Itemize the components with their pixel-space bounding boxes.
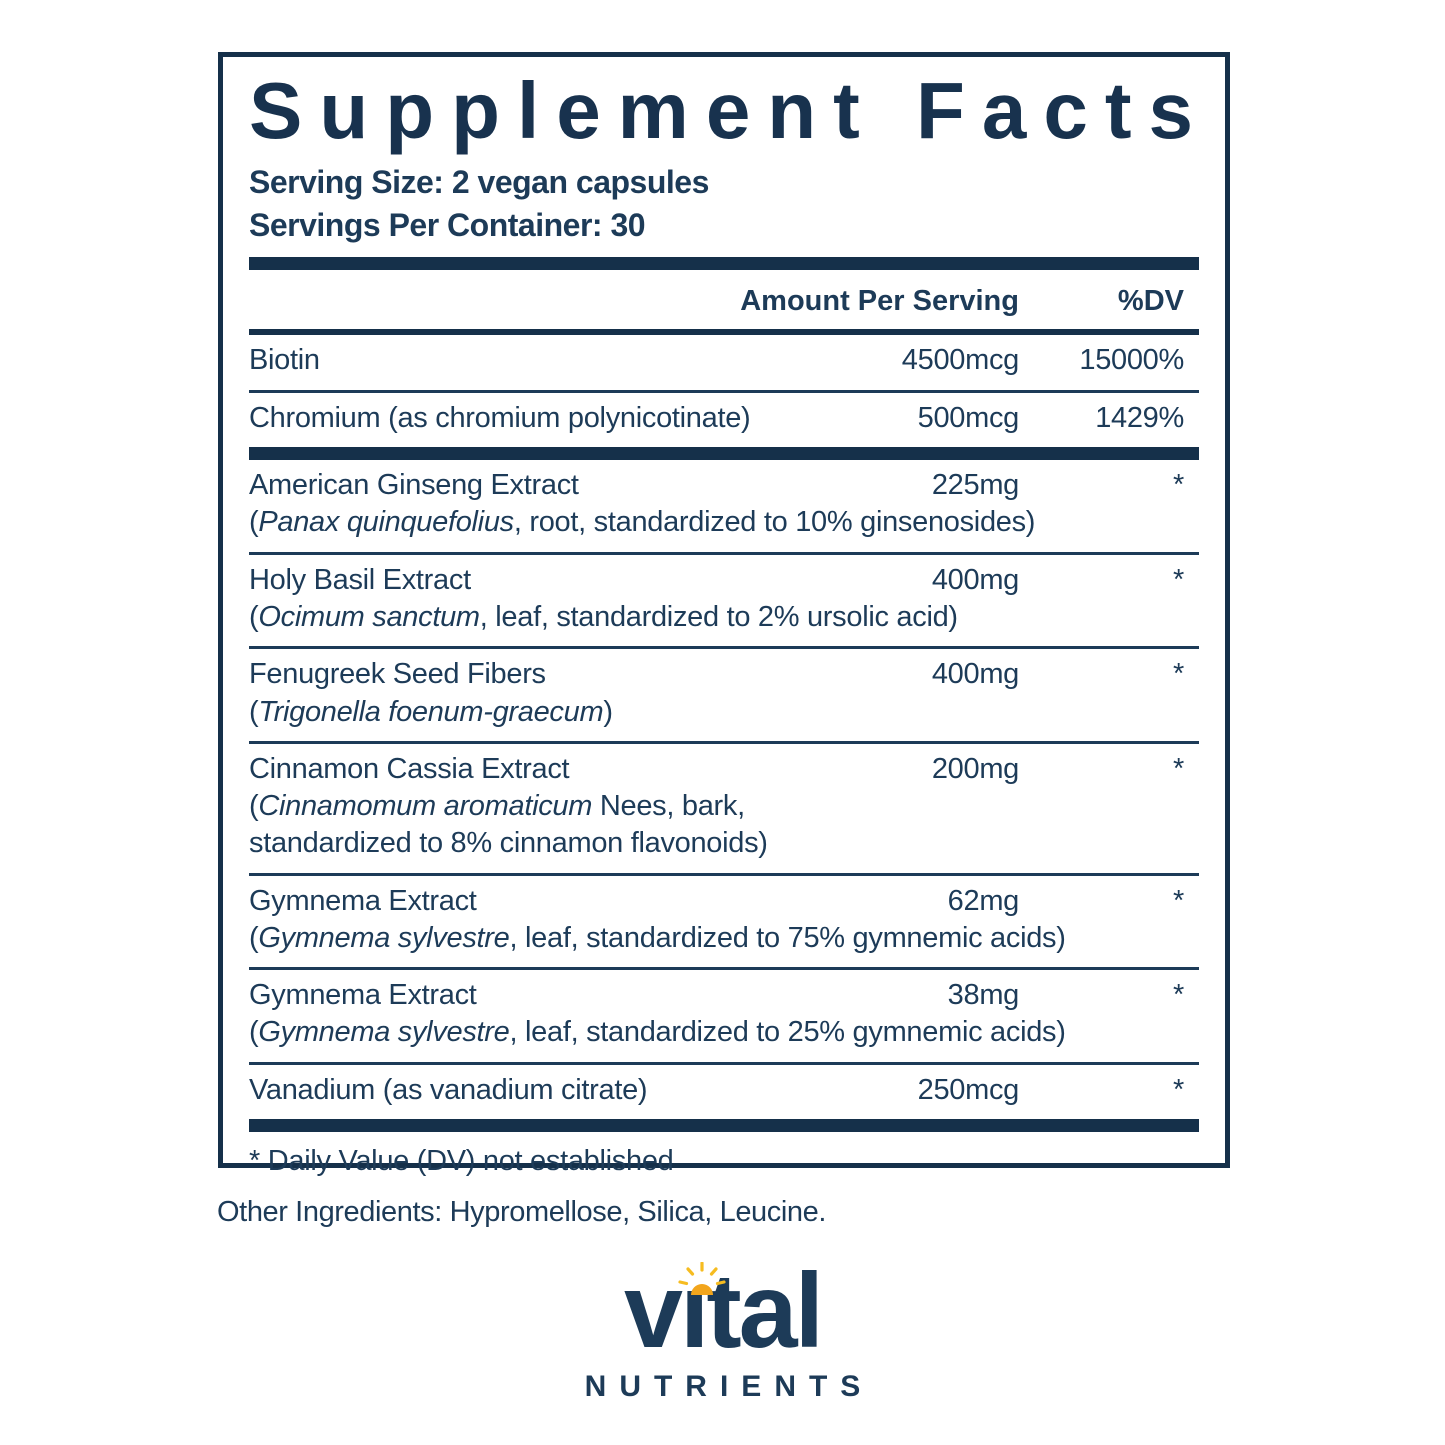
detail-text: Nees, bark,: [592, 790, 745, 823]
ingredient-amount: 400mg: [931, 658, 1019, 691]
table-row: Holy Basil Extract 400mg * (Ocimum sanct…: [249, 555, 1199, 647]
ingredient-dv: *: [1173, 658, 1184, 691]
sun-icon: [678, 1262, 726, 1295]
ingredient-detail: (Cinnamomum aromaticum Nees, bark,: [249, 789, 1199, 823]
dv-footnote: * Daily Value (DV) not established: [249, 1145, 674, 1177]
detail-text: (: [249, 921, 259, 954]
row-divider: [249, 967, 1199, 971]
ingredient-dv: *: [1173, 979, 1184, 1012]
section-divider: [249, 447, 1199, 461]
detail-text: (: [249, 506, 259, 539]
ingredient-amount: 225mg: [931, 469, 1019, 502]
detail-text: (: [249, 790, 259, 823]
row-divider: [249, 389, 1199, 393]
detail-text: (: [249, 695, 259, 728]
supplement-facts-panel: Supplement Facts Serving Size: 2 vegan c…: [218, 52, 1230, 1177]
serving-size: Serving Size: 2 vegan capsules: [249, 164, 709, 200]
ingredient-dv: *: [1173, 563, 1184, 596]
ingredient-dv: *: [1173, 884, 1184, 917]
ingredient-detail: (Panax quinquefolius, root, standardized…: [249, 505, 1199, 539]
ingredient-dv: *: [1173, 752, 1184, 785]
detail-text: , root, standardized to 10% ginsenosides…: [513, 506, 1036, 539]
vital-wordmark: vıtal: [624, 1258, 824, 1364]
ingredient-amount: 4500mcg: [901, 344, 1020, 377]
table-row: Chromium (as chromium polynicotinate) 50…: [249, 393, 1199, 447]
ingredient-name: American Ginseng Extract: [249, 469, 579, 502]
ingredient-name: Gymnema Extract: [249, 979, 477, 1012]
latin-name: Panax quinquefolius: [258, 506, 514, 539]
amount-per-serving-header: Amount Per Serving: [740, 285, 1019, 318]
table-row: Gymnema Extract 62mg * (Gymnema sylvestr…: [249, 876, 1199, 968]
row-divider: [249, 1061, 1199, 1065]
table-row: American Ginseng Extract 225mg * (Panax …: [249, 460, 1199, 552]
ingredient-dv: *: [1173, 1073, 1184, 1106]
ingredient-name: Gymnema Extract: [249, 884, 477, 917]
latin-name: Gymnema sylvestre: [258, 1016, 510, 1049]
latin-name: Ocimum sanctum: [258, 600, 480, 633]
ingredient-name: Chromium (as chromium polynicotinate): [249, 401, 751, 434]
ingredient-detail: (Gymnema sylvestre, leaf, standardized t…: [249, 921, 1199, 955]
latin-name: Gymnema sylvestre: [258, 921, 510, 954]
ingredient-dv: 1429%: [1095, 401, 1184, 434]
latin-name: Cinnamomum aromaticum: [258, 790, 593, 823]
detail-text: ): [603, 695, 613, 728]
detail-text: , leaf, standardized to 25% gymnemic aci…: [509, 1016, 1066, 1049]
ingredient-amount: 38mg: [947, 979, 1020, 1012]
row-divider: [249, 551, 1199, 555]
nutrients-text: NUTRIENTS: [584, 1370, 874, 1403]
ingredient-amount: 200mg: [931, 752, 1019, 785]
ingredient-detail: (Gymnema sylvestre, leaf, standardized t…: [249, 1015, 1199, 1049]
row-divider: [249, 872, 1199, 876]
ingredient-name: Fenugreek Seed Fibers: [249, 658, 546, 691]
detail-text: standardized to 8% cinnamon flavonoids): [249, 827, 768, 860]
ingredient-dv: *: [1173, 469, 1184, 502]
ingredient-detail: (Trigonella foenum-graecum): [249, 695, 1199, 729]
ingredient-detail: (Ocimum sanctum, leaf, standardized to 2…: [249, 600, 1199, 634]
ingredient-name: Cinnamon Cassia Extract: [249, 752, 570, 785]
panel-title: Supplement Facts: [249, 66, 1211, 155]
servings-per-container: Servings Per Container: 30: [249, 207, 646, 244]
header-divider: [249, 329, 1199, 336]
ingredient-amount: 400mg: [931, 563, 1019, 596]
wordmark-text: vıtal: [623, 1252, 824, 1370]
detail-text: (: [249, 1016, 259, 1049]
detail-text: , leaf, standardized to 75% gymnemic aci…: [509, 921, 1066, 954]
table-row: Biotin 4500mcg 15000%: [249, 335, 1199, 389]
ingredient-amount: 62mg: [947, 884, 1020, 917]
ingredient-dv: 15000%: [1079, 344, 1184, 377]
row-divider: [249, 646, 1199, 650]
table-row: Fenugreek Seed Fibers 400mg * (Trigonell…: [249, 649, 1199, 741]
ingredient-detail: standardized to 8% cinnamon flavonoids): [249, 826, 1199, 860]
table-header: Amount Per Serving %DV: [249, 270, 1199, 329]
detail-text: , leaf, standardized to 2% ursolic acid): [479, 600, 958, 633]
serving-info: Serving Size: 2 vegan capsules Servings …: [249, 161, 1199, 247]
detail-text: (: [249, 600, 259, 633]
table-row: Gymnema Extract 38mg * (Gymnema sylvestr…: [249, 970, 1199, 1062]
row-divider: [249, 740, 1199, 744]
ingredient-amount: 500mcg: [917, 401, 1020, 434]
table-row: Vanadium (as vanadium citrate) 250mcg *: [249, 1065, 1199, 1119]
ingredient-name: Biotin: [249, 344, 320, 377]
table-row: Cinnamon Cassia Extract 200mg * (Cinnamo…: [249, 744, 1199, 873]
other-ingredients: Other Ingredients: Hypromellose, Silica,…: [217, 1196, 827, 1228]
dv-header: %DV: [1117, 285, 1184, 318]
brand-logo: vıtal NUTRIENTS: [0, 1258, 1445, 1404]
ingredient-amount: 250mcg: [917, 1073, 1020, 1106]
latin-name: Trigonella foenum-graecum: [258, 695, 604, 728]
ingredient-name: Holy Basil Extract: [249, 563, 471, 596]
section-divider: [249, 257, 1199, 271]
ingredient-name: Vanadium (as vanadium citrate): [249, 1073, 648, 1106]
section-divider: [249, 1119, 1199, 1132]
